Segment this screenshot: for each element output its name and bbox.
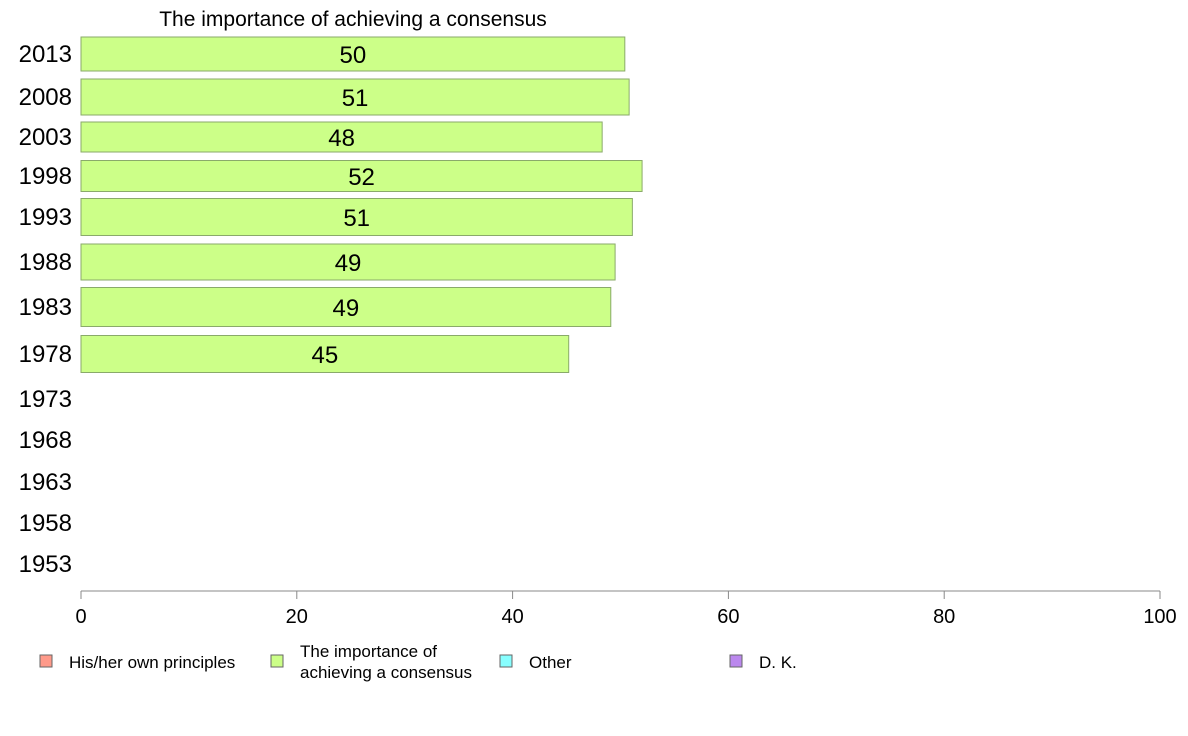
value-label-1998: 52 <box>348 164 375 191</box>
bar-1988 <box>80 243 616 281</box>
year-label-1988: 1988 <box>19 249 72 276</box>
x-tick-label-60: 60 <box>717 606 739 628</box>
bar-1993 <box>80 198 633 236</box>
legend-swatch-3 <box>729 654 743 668</box>
legend-label-1-1: achieving a consensus <box>300 663 472 682</box>
legend-item-3: D. K. <box>729 653 797 672</box>
year-labels-group: 2013 2008 2003 1998 1993 1988 1983 1978 1973 1968… <box>19 41 72 578</box>
value-label-2003: 48 <box>328 125 355 152</box>
bar-1983 <box>80 287 612 327</box>
value-label-1988: 49 <box>335 250 362 277</box>
year-label-2008: 2008 <box>19 84 72 111</box>
year-label-1968: 1968 <box>19 427 72 454</box>
legend-item-0: His/her own principles <box>39 653 235 672</box>
legend-item-2: Other <box>499 653 572 672</box>
x-tick-label-100: 100 <box>1143 606 1176 628</box>
legend-swatch-1 <box>270 654 284 668</box>
year-label-1978: 1978 <box>19 341 72 368</box>
year-label-2003: 2003 <box>19 124 72 151</box>
legend-swatch-0 <box>39 654 53 668</box>
x-tick-label-40: 40 <box>501 606 523 628</box>
year-label-2013: 2013 <box>19 41 72 68</box>
bar-1978 <box>80 335 570 373</box>
x-tick-label-20: 20 <box>286 606 308 628</box>
legend-label-3-0: D. K. <box>759 653 797 672</box>
year-label-1983: 1983 <box>19 294 72 321</box>
bar-2013 <box>80 36 626 72</box>
chart-title: The importance of achieving a consensus <box>159 8 547 31</box>
bar-2008 <box>80 78 630 116</box>
year-label-1958: 1958 <box>19 510 72 537</box>
year-label-1998: 1998 <box>19 163 72 190</box>
legend-label-0-0: His/her own principles <box>69 653 235 672</box>
legend-label-1-0: The importance of <box>300 642 437 661</box>
legend: His/her own principles The importance of a… <box>39 642 797 682</box>
x-axis: 0 20 40 60 80 100 <box>75 590 1177 628</box>
value-label-1983: 49 <box>333 295 360 322</box>
value-label-1993: 51 <box>343 205 370 232</box>
x-tick-label-80: 80 <box>933 606 955 628</box>
value-label-1978: 45 <box>312 342 339 369</box>
year-label-1953: 1953 <box>19 551 72 578</box>
value-label-2008: 51 <box>342 85 369 112</box>
year-label-1973: 1973 <box>19 386 72 413</box>
value-label-2013: 50 <box>340 42 367 69</box>
year-label-1963: 1963 <box>19 469 72 496</box>
x-tick-label-0: 0 <box>75 606 86 628</box>
legend-item-1: The importance of achieving a consensus <box>270 642 472 682</box>
bar-2003 <box>80 121 603 153</box>
year-label-1993: 1993 <box>19 204 72 231</box>
legend-swatch-2 <box>499 654 513 668</box>
legend-label-2-0: Other <box>529 653 572 672</box>
bars-group: 50 51 48 52 51 49 49 45 <box>80 36 643 373</box>
bar-1998 <box>80 160 643 192</box>
